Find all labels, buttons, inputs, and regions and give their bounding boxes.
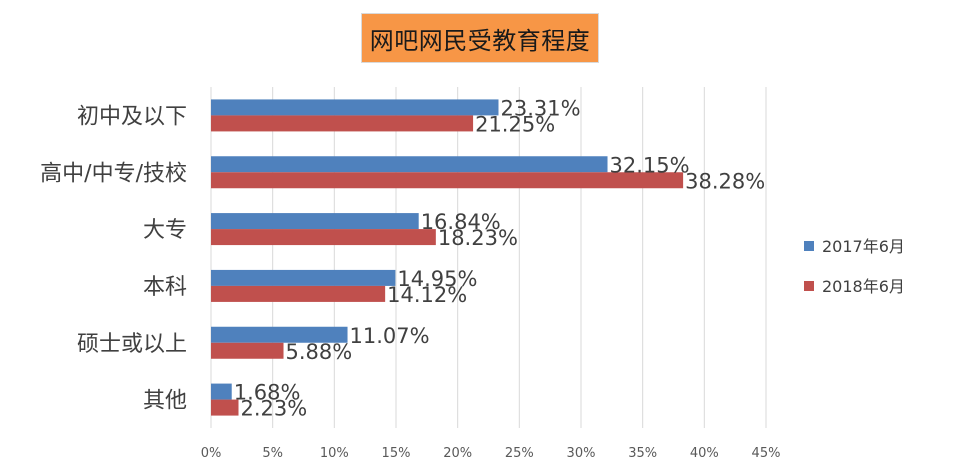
data-label: 21.25%: [475, 112, 555, 136]
x-tick-label: 35%: [628, 446, 657, 461]
x-tick-label: 20%: [443, 446, 472, 461]
bar-2017: [211, 99, 499, 116]
category-label: 其他: [143, 389, 187, 414]
category-label: 本科: [143, 275, 187, 300]
data-label: 14.95%: [397, 267, 477, 291]
category-label: 硕士或以上: [77, 332, 187, 357]
grid-lines: [210, 87, 767, 428]
legend-label: 2018年6月: [822, 277, 905, 296]
x-tick-label: 5%: [262, 446, 283, 461]
data-label: 1.68%: [234, 381, 301, 405]
bar-2017: [211, 213, 419, 230]
bars: [211, 99, 684, 416]
category-label: 大专: [143, 218, 187, 243]
category-label: 初中及以下: [77, 104, 187, 129]
legend-swatch: [804, 281, 814, 291]
chart-title-box: 网吧网民受教育程度: [361, 13, 599, 63]
bar-2018: [211, 229, 436, 246]
x-tick-label: 40%: [690, 446, 719, 461]
bar-2018: [211, 115, 474, 132]
x-axis-ticks: 0% 5% 10% 15% 20% 25% 30% 35% 40% 45%: [201, 446, 781, 461]
x-tick-label: 10%: [320, 446, 349, 461]
data-label: 14.12%: [387, 283, 467, 307]
bar-2017: [211, 156, 608, 173]
bar-2018: [211, 399, 239, 416]
legend: 2017年6月 2018年6月: [804, 237, 905, 296]
data-labels: 23.31%21.25% 32.15%38.28% 16.84%18.23% 14.9…: [234, 96, 765, 420]
data-label: 18.23%: [438, 226, 518, 250]
x-tick-label: 25%: [505, 446, 534, 461]
bar-2018: [211, 342, 284, 359]
bar-2017: [211, 326, 348, 343]
x-tick-label: 0%: [201, 446, 222, 461]
chart-title: 网吧网民受教育程度: [369, 26, 591, 55]
bar-2018: [211, 285, 386, 302]
x-tick-label: 30%: [567, 446, 596, 461]
category-label: 高中/中专/技校: [40, 161, 187, 186]
data-label: 2.23%: [241, 397, 308, 421]
legend-swatch: [804, 241, 814, 251]
data-label: 23.31%: [500, 96, 580, 120]
data-label: 38.28%: [685, 169, 765, 193]
data-label: 11.07%: [350, 324, 430, 348]
bar-2017: [211, 269, 396, 286]
x-tick-label: 45%: [752, 446, 781, 461]
data-label: 16.84%: [421, 210, 501, 234]
bar-2018: [211, 172, 684, 189]
bar-2017: [211, 383, 232, 400]
legend-label: 2017年6月: [822, 237, 905, 256]
x-tick-label: 15%: [382, 446, 411, 461]
data-label: 5.88%: [286, 340, 353, 364]
data-label: 32.15%: [610, 153, 690, 177]
